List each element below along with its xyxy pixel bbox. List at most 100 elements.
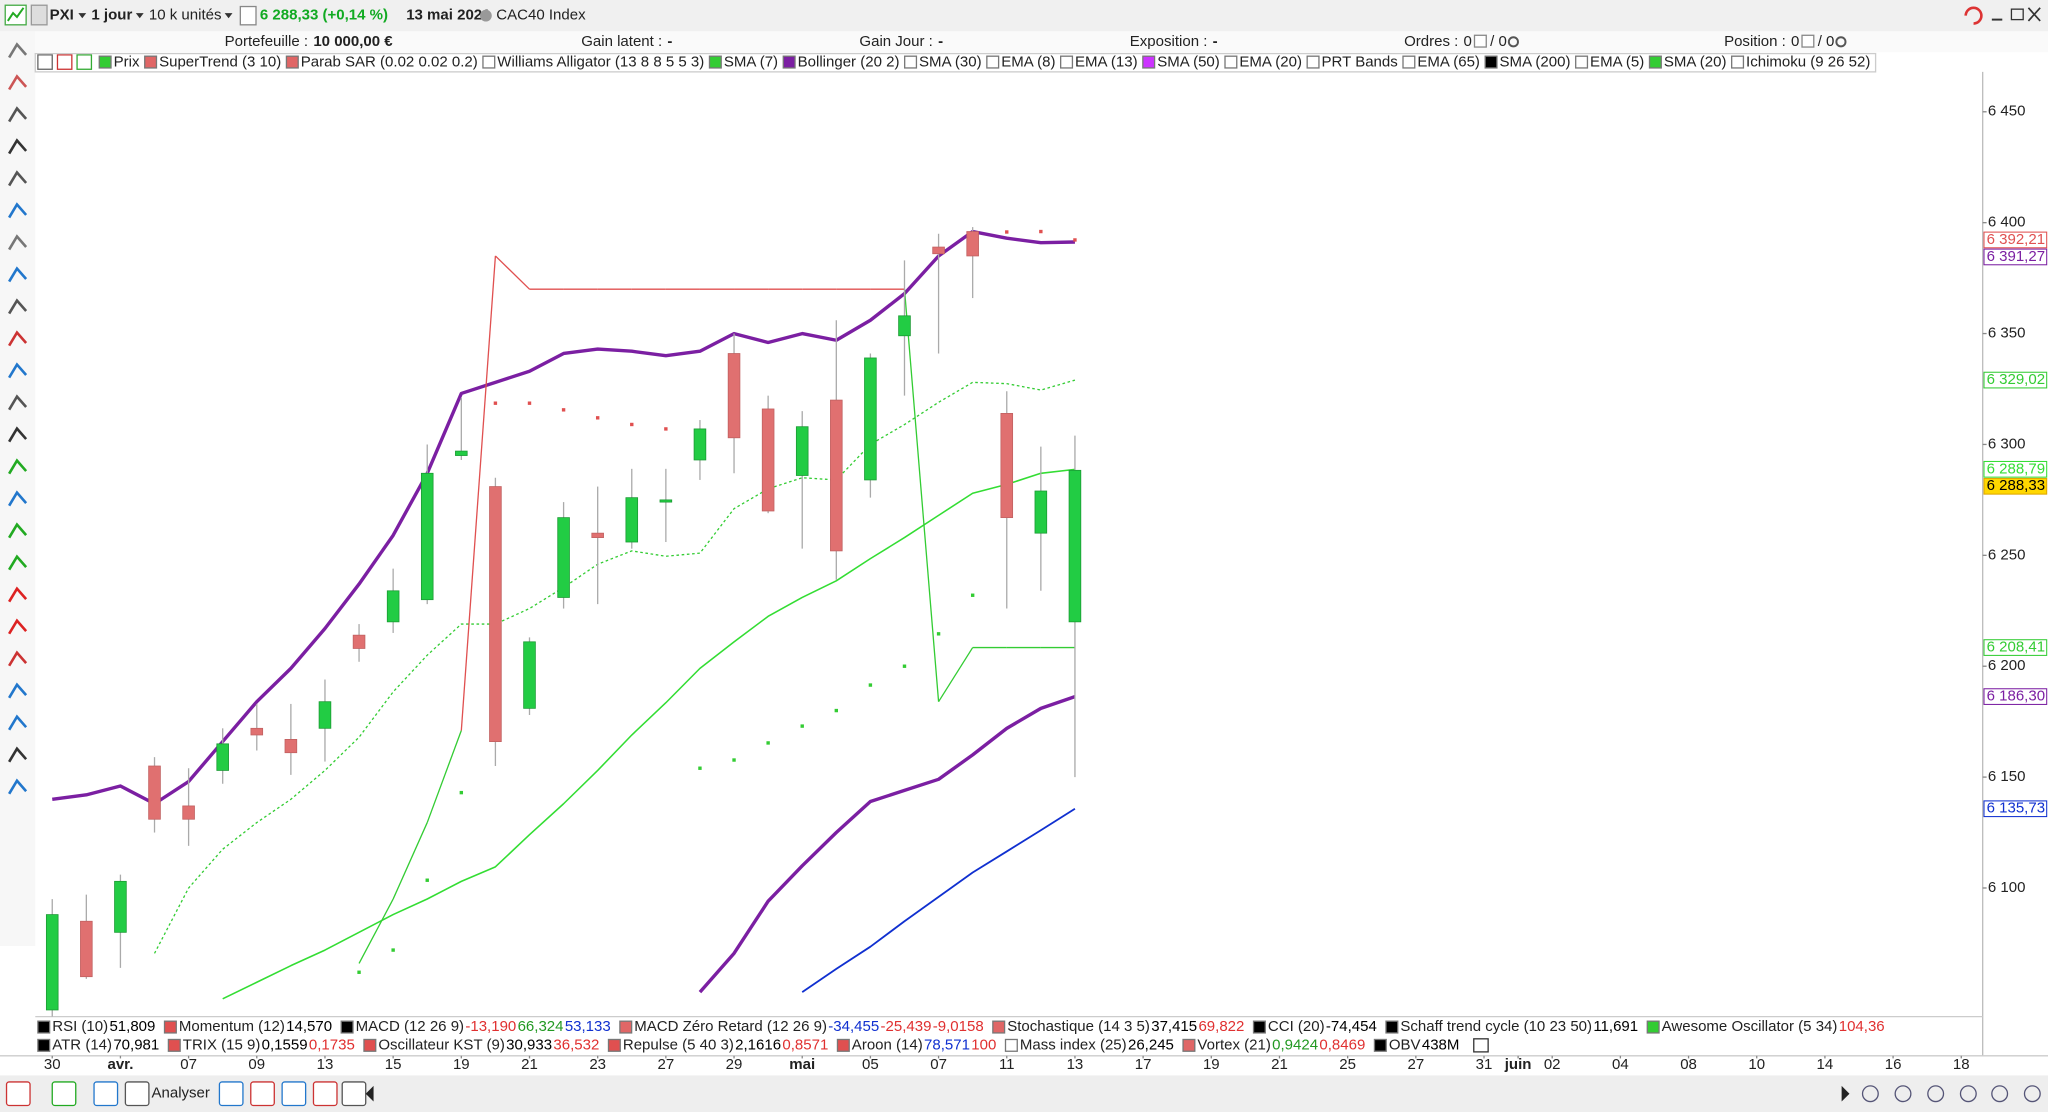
tool-button[interactable] <box>51 1081 77 1107</box>
legend-label[interactable]: SMA (7) <box>724 54 778 71</box>
legend-swatch[interactable] <box>482 55 496 69</box>
indicator-name[interactable]: TRIX (15 9) <box>183 1036 261 1053</box>
legend-label[interactable]: Ichimoku (9 26 52) <box>1746 54 1870 71</box>
analyse-button[interactable]: Analyser <box>152 1085 210 1102</box>
tool-button[interactable] <box>250 1081 275 1107</box>
legend-swatch[interactable] <box>98 55 112 69</box>
indicator-swatch[interactable] <box>1182 1038 1196 1052</box>
indicator-name[interactable]: Oscillateur KST (9) <box>378 1036 505 1053</box>
indicator-swatch[interactable] <box>992 1020 1006 1034</box>
indicator-name[interactable]: OBV <box>1389 1036 1421 1053</box>
close-button[interactable] <box>2027 7 2041 22</box>
legend-label[interactable]: EMA (20) <box>1239 54 1302 71</box>
indicator-name[interactable]: Vortex (21) <box>1197 1036 1270 1053</box>
indicator-swatch[interactable] <box>163 1020 177 1034</box>
legend-swatch[interactable] <box>1575 55 1589 69</box>
indicator-swatch[interactable] <box>37 1038 51 1052</box>
legend-swatch[interactable] <box>1402 55 1416 69</box>
legend-label[interactable]: SuperTrend (3 10) <box>159 54 281 71</box>
checkbox[interactable] <box>1473 34 1487 48</box>
legend-swatch[interactable] <box>1142 55 1156 69</box>
scroll-left[interactable] <box>365 1085 374 1102</box>
refresh-icon[interactable] <box>1964 6 1983 25</box>
period[interactable]: 1 jour <box>91 7 132 24</box>
legend-swatch[interactable] <box>1060 55 1074 69</box>
indicator-name[interactable]: MACD Zéro Retard (12 26 9) <box>634 1018 827 1035</box>
indicator-name[interactable]: ATR (14) <box>52 1036 112 1053</box>
legend-swatch[interactable] <box>285 55 299 69</box>
legend-label[interactable]: EMA (8) <box>1001 54 1055 71</box>
indicator-swatch[interactable] <box>1252 1020 1266 1034</box>
indicator-name[interactable]: Stochastique (14 3 5) <box>1007 1018 1150 1035</box>
indicator-name[interactable]: Awesome Oscillator (5 34) <box>1662 1018 1838 1035</box>
legend-swatch[interactable] <box>782 55 796 69</box>
tool-button[interactable] <box>341 1081 367 1107</box>
checkbox[interactable] <box>1801 34 1815 48</box>
settings-icon[interactable] <box>1835 36 1847 48</box>
settings-icon[interactable] <box>1507 36 1519 48</box>
legend-swatch[interactable] <box>904 55 918 69</box>
legend-label[interactable]: PRT Bands <box>1322 54 1398 71</box>
legend-label[interactable]: Williams Alligator (13 8 8 5 5 3) <box>497 54 704 71</box>
legend-swatch[interactable] <box>1224 55 1238 69</box>
indicator-name[interactable]: Aroon (14) <box>852 1036 923 1053</box>
legend-label[interactable]: EMA (5) <box>1590 54 1644 71</box>
legend-swatch[interactable] <box>986 55 1000 69</box>
info-icon[interactable] <box>239 5 257 26</box>
legend-tool[interactable] <box>76 54 93 70</box>
indicator-swatch[interactable] <box>619 1020 633 1034</box>
indicator-swatch[interactable] <box>340 1020 354 1034</box>
symbol[interactable]: PXI <box>50 7 74 24</box>
zoom-button[interactable] <box>1861 1085 1879 1103</box>
legend-swatch[interactable] <box>1731 55 1745 69</box>
legend-label[interactable]: SMA (200) <box>1500 54 1571 71</box>
indicator-swatch[interactable] <box>363 1038 377 1052</box>
legend-tool[interactable] <box>37 54 53 70</box>
tool-button[interactable] <box>281 1081 307 1107</box>
zoom-button[interactable] <box>1894 1085 1912 1103</box>
indicator-swatch[interactable] <box>1373 1038 1387 1052</box>
legend-label[interactable]: SMA (20) <box>1664 54 1727 71</box>
legend-label[interactable]: EMA (65) <box>1417 54 1480 71</box>
zoom-button[interactable] <box>2023 1085 2041 1103</box>
tool-button[interactable] <box>312 1081 338 1107</box>
indicator-swatch[interactable] <box>1646 1020 1660 1034</box>
indicator-add[interactable] <box>1473 1038 1489 1053</box>
tool-button[interactable] <box>93 1081 119 1107</box>
indicator-name[interactable]: Mass index (25) <box>1020 1036 1127 1053</box>
tool-button[interactable] <box>124 1081 150 1107</box>
indicator-name[interactable]: MACD (12 26 9) <box>356 1018 464 1035</box>
tool-button[interactable] <box>218 1081 244 1107</box>
legend-label[interactable]: Bollinger (20 2) <box>798 54 900 71</box>
indicator-name[interactable]: Schaff trend cycle (10 23 50) <box>1400 1018 1592 1035</box>
zoom-button[interactable] <box>1927 1085 1945 1103</box>
legend-swatch[interactable] <box>1484 55 1498 69</box>
indicator-name[interactable]: CCI (20) <box>1268 1018 1325 1035</box>
legend-label[interactable]: SMA (50) <box>1157 54 1220 71</box>
legend-label[interactable]: Prix <box>114 54 140 71</box>
units[interactable]: 10 k unités <box>149 7 222 24</box>
legend-label[interactable]: SMA (30) <box>919 54 982 71</box>
indicator-name[interactable]: Repulse (5 40 3) <box>623 1036 734 1053</box>
indicator-swatch[interactable] <box>1385 1020 1399 1034</box>
tool-button[interactable] <box>5 1081 31 1107</box>
scroll-right[interactable] <box>1841 1085 1850 1102</box>
indicator-swatch[interactable] <box>167 1038 181 1052</box>
symbol-dropdown[interactable] <box>30 4 48 26</box>
legend-swatch[interactable] <box>144 55 158 69</box>
legend-tool[interactable] <box>56 54 73 70</box>
zoom-button[interactable] <box>1959 1085 1977 1103</box>
legend-swatch[interactable] <box>708 55 722 69</box>
indicator-name[interactable]: Momentum (12) <box>179 1018 285 1035</box>
indicator-swatch[interactable] <box>37 1020 51 1034</box>
maximize-button[interactable] <box>2010 8 2024 21</box>
indicator-swatch[interactable] <box>607 1038 621 1052</box>
indicator-name[interactable]: RSI (10) <box>52 1018 108 1035</box>
zoom-button[interactable] <box>1991 1085 2009 1103</box>
legend-swatch[interactable] <box>1648 55 1662 69</box>
indicator-swatch[interactable] <box>836 1038 850 1052</box>
legend-label[interactable]: Parab SAR (0.02 0.02 0.2) <box>301 54 478 71</box>
legend-swatch[interactable] <box>1306 55 1320 69</box>
indicator-swatch[interactable] <box>1004 1038 1018 1052</box>
legend-label[interactable]: EMA (13) <box>1075 54 1138 71</box>
